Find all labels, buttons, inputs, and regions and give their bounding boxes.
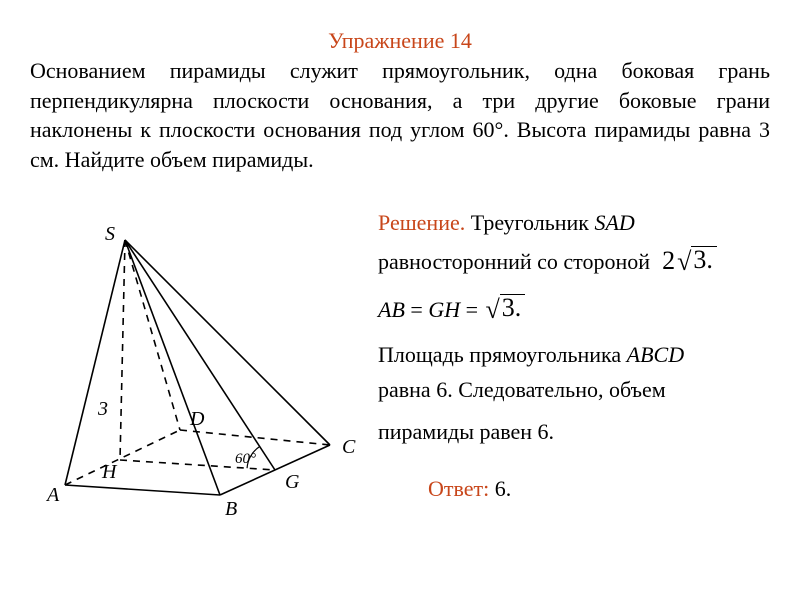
- svg-text:60°: 60°: [235, 451, 256, 467]
- solution-line-1: Решение. Треугольник SAD: [378, 205, 770, 240]
- solution-line-5: равна 6. Следовательно, объем: [378, 372, 770, 407]
- expr-sqrt3: √3.: [484, 294, 526, 323]
- solution-sad: SAD: [594, 210, 634, 235]
- content-row: A B C D S H G 60° 3 Решение. Треугольник SAD рав…: [30, 205, 770, 520]
- svg-text:D: D: [189, 408, 205, 430]
- svg-text:3: 3: [97, 398, 108, 420]
- problem-text: Основанием пирамиды служит прямоугольник…: [30, 56, 770, 175]
- answer-value: 6.: [489, 476, 511, 501]
- solution-line-2: равносторонний со стороной 2√3.: [378, 240, 770, 282]
- pyramid-figure: A B C D S H G 60° 3: [30, 215, 360, 515]
- svg-text:H: H: [101, 461, 118, 483]
- answer-label: Ответ:: [428, 476, 489, 501]
- solution-line1a: Треугольник: [465, 210, 594, 235]
- svg-text:C: C: [342, 436, 356, 458]
- solution-line-3: AB = GH = √3.: [378, 288, 770, 330]
- solution-label: Решение.: [378, 210, 465, 235]
- figure-column: A B C D S H G 60° 3: [30, 205, 360, 520]
- svg-text:S: S: [105, 223, 115, 245]
- exercise-title: Упражнение 14: [30, 28, 770, 54]
- solution-line-6: пирамиды равен 6.: [378, 414, 770, 449]
- answer-line: Ответ: 6.: [378, 471, 770, 506]
- expr-2sqrt3: 2√3.: [656, 246, 717, 275]
- svg-text:G: G: [285, 471, 300, 493]
- solution-line-4: Площадь прямоугольника ABCD: [378, 337, 770, 372]
- solution-column: Решение. Треугольник SAD равносторонний …: [378, 205, 770, 520]
- svg-text:A: A: [45, 484, 60, 506]
- svg-text:B: B: [225, 498, 237, 515]
